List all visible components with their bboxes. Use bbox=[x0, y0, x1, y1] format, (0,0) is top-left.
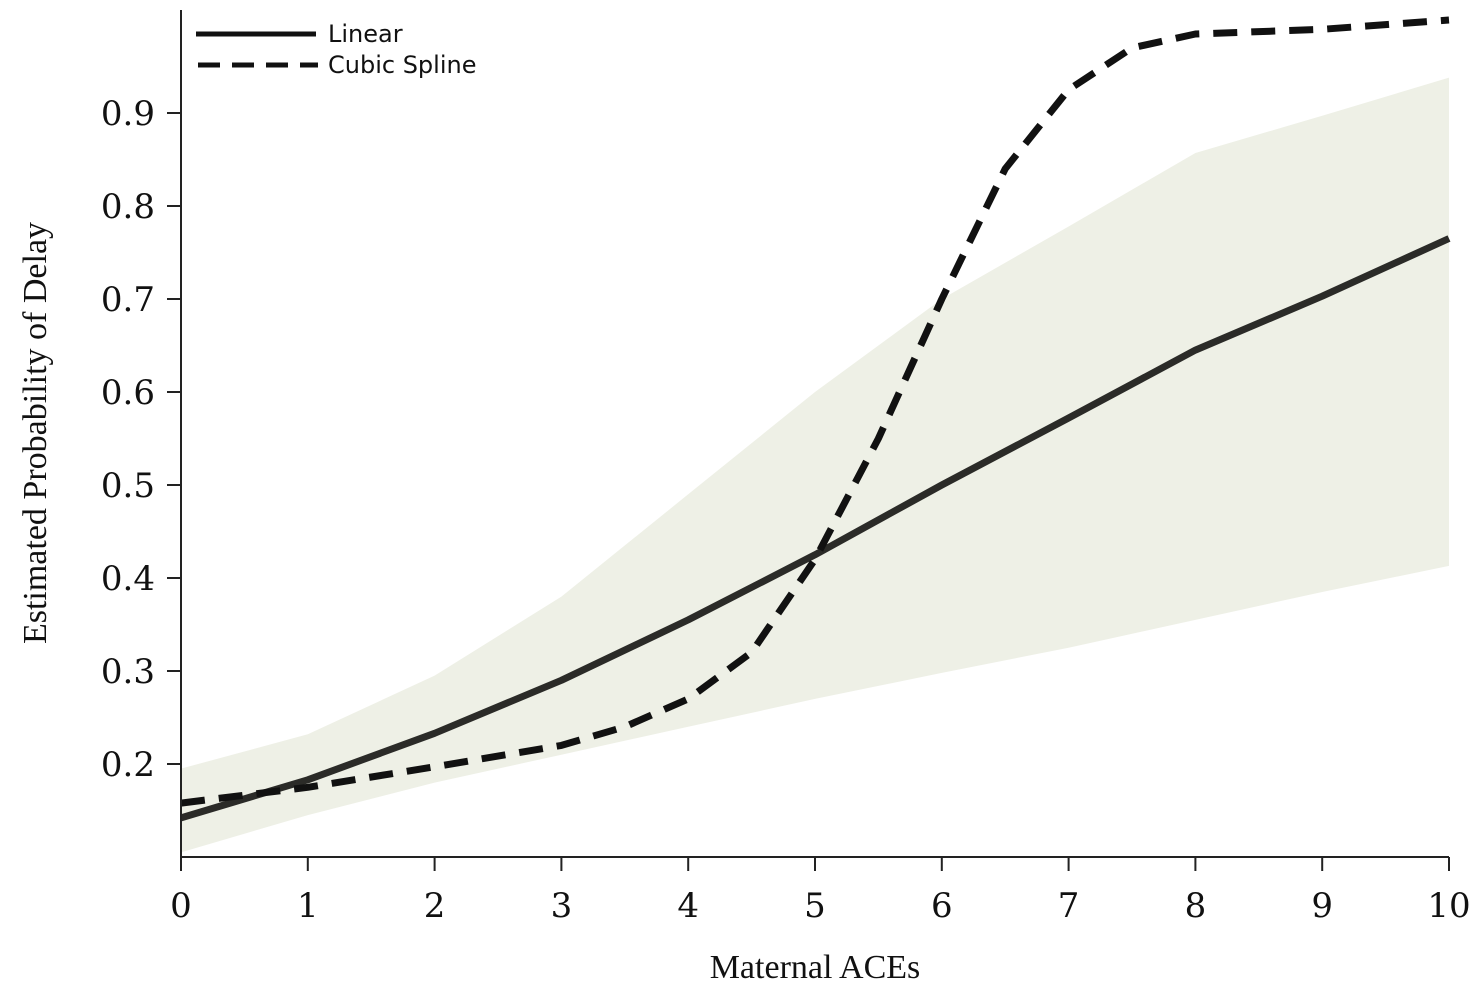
legend: Linear Cubic Spline bbox=[196, 20, 476, 79]
y-tick-label: 0.7 bbox=[101, 280, 155, 320]
x-tick-label: 2 bbox=[424, 886, 446, 926]
x-tick-label: 5 bbox=[804, 886, 826, 926]
x-tick-label: 4 bbox=[677, 886, 699, 926]
x-tick-label: 1 bbox=[297, 886, 319, 926]
x-tick-label: 0 bbox=[170, 886, 192, 926]
y-tick-label: 0.8 bbox=[101, 187, 155, 227]
series-layer bbox=[179, 16, 1451, 822]
x-tick-label: 10 bbox=[1427, 886, 1470, 926]
y-ticks: 0.2 0.3 0.4 0.5 0.6 0.7 0.8 0.9 bbox=[101, 94, 181, 785]
x-ticks: 0 1 2 3 4 5 6 7 8 9 10 bbox=[170, 857, 1471, 926]
y-tick-label: 0.4 bbox=[101, 559, 155, 599]
legend-label-linear: Linear bbox=[328, 20, 403, 48]
series-line-linear bbox=[179, 235, 1451, 822]
x-tick-label: 9 bbox=[1311, 886, 1333, 926]
x-tick-label: 8 bbox=[1185, 886, 1207, 926]
y-tick-label: 0.2 bbox=[101, 745, 155, 785]
confidence-band-layer bbox=[181, 77, 1449, 853]
x-tick-label: 6 bbox=[931, 886, 953, 926]
legend-label-cubic-spline: Cubic Spline bbox=[328, 51, 476, 79]
y-tick-label: 0.9 bbox=[101, 94, 155, 134]
series-line-cubic-spline bbox=[180, 16, 1450, 807]
x-axis-title: Maternal ACEs bbox=[710, 949, 921, 984]
confidence-band bbox=[181, 77, 1449, 853]
y-axis-title: Estimated Probability of Delay bbox=[17, 222, 54, 644]
x-tick-label: 7 bbox=[1058, 886, 1080, 926]
y-tick-label: 0.3 bbox=[101, 652, 155, 692]
y-tick-label: 0.5 bbox=[101, 466, 155, 506]
y-tick-label: 0.6 bbox=[101, 373, 155, 413]
x-tick-label: 3 bbox=[551, 886, 573, 926]
